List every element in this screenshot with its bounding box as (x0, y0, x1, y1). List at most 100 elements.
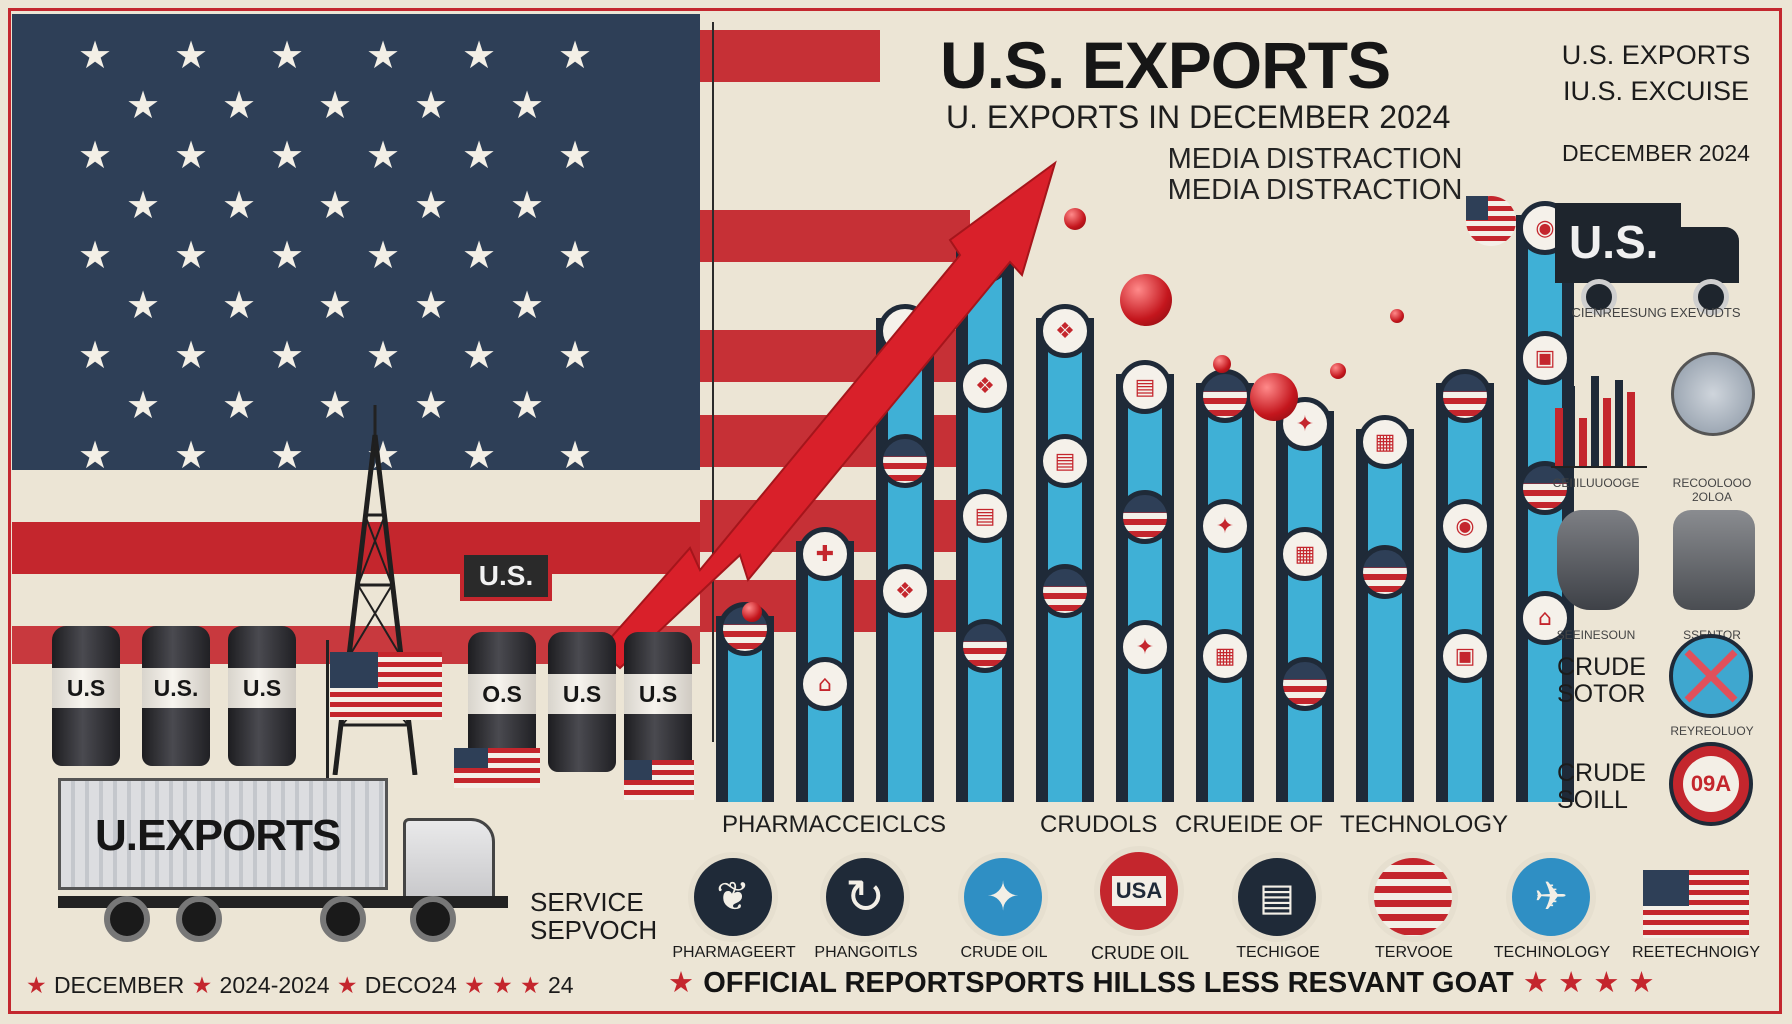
star-icon: ★ (270, 333, 305, 377)
star-icon: ★ (318, 183, 353, 227)
right-panel: U.S. EXPORTS IU.S. EXCUISE DECEMBER 2024… (1541, 30, 1771, 980)
export-truck: U.EXPORTS (58, 778, 518, 948)
export-category-icon (958, 619, 1012, 673)
right-panel-subtitle: IU.S. EXCUISE (1562, 76, 1750, 106)
star-icon: ★ (558, 233, 593, 277)
cross-icon (1669, 634, 1753, 718)
export-category-icon: ⌂ (798, 657, 852, 711)
bird-icon: ✈ (1506, 852, 1596, 942)
mini-caption: 2OLOA (1691, 490, 1733, 504)
star-icon: ★ (222, 83, 257, 127)
cargo-flags (624, 760, 694, 800)
category-label: CRUDOLS (1040, 811, 1158, 838)
refresh-icon: ↻ (820, 852, 910, 942)
bottom-label: CRUDE OIL (1090, 943, 1189, 963)
bottom-label: TERVOOE (1375, 944, 1453, 961)
star-icon: ★ (126, 383, 161, 427)
us-sign: U.S. (460, 551, 552, 601)
barrel-label: U.S (624, 674, 692, 714)
service-line-1: SERVICE (530, 887, 644, 917)
barrel-label: U.S (548, 674, 616, 714)
footer-dates: ★ DECEMBER ★ 2024-2024 ★ DECO24 ★ ★ ★ 24 (26, 972, 574, 999)
mini-caption: CEIIILUUOOGE (1552, 476, 1640, 490)
star-icon: ★ (558, 133, 593, 177)
barrel-label: U.S (52, 668, 120, 708)
export-category-icon (878, 434, 932, 488)
seal-icon (1671, 352, 1755, 436)
usa-text: USA (1111, 876, 1167, 906)
leaf-icon: ✦ (958, 852, 1048, 942)
bottom-label: TECHIGOE (1236, 944, 1320, 961)
star-icon: ★ (366, 333, 401, 377)
barrel-label: U.S (228, 668, 296, 708)
star-icon: ★ (462, 33, 497, 77)
flag-stripe (12, 522, 700, 574)
truck-container-label: U.EXPORTS (95, 811, 341, 860)
bottom-label: CRUDE OIL (960, 944, 1048, 961)
star-icon: ★ (78, 433, 113, 477)
bottom-label: REETECHNOIGY (1631, 944, 1760, 961)
flag-icon (1368, 852, 1458, 942)
star-icon: ★ (78, 233, 113, 277)
export-category-icon: ▤ (1118, 360, 1172, 414)
export-category-icon: ▤ (1038, 434, 1092, 488)
export-category-icon (1278, 657, 1332, 711)
mini-caption: REYREOLUOY (1670, 724, 1754, 738)
machine-icon (1673, 510, 1755, 610)
star-icon: ★ (270, 133, 305, 177)
export-category-icon: ❖ (958, 359, 1012, 413)
footer-date: 24 (547, 972, 574, 998)
oil-barrel: U.S (624, 632, 692, 772)
star-icon: ★ (462, 133, 497, 177)
media-line-1: MEDIA DISTRACTION (1167, 143, 1463, 175)
star-icon: ★ (78, 133, 113, 177)
star-icon: ★ (126, 283, 161, 327)
export-category-icon: ▦ (1358, 415, 1412, 469)
star-icon: ★ (222, 283, 257, 327)
export-category-icon: ⌂ (878, 304, 932, 358)
star-icon: ★ (414, 383, 449, 427)
red-ball (742, 602, 762, 622)
flag-stripe (700, 30, 880, 82)
star-icon: ★ (174, 433, 209, 477)
export-category-icon: ✚ (798, 527, 852, 581)
export-category-icon: ❖ (878, 564, 932, 618)
footer-date: 2024-2024 (219, 972, 330, 998)
barrel-label: O.S (468, 674, 536, 714)
outer-border (8, 8, 1782, 1014)
star-icon: ★ (174, 233, 209, 277)
footer-banner: ★ OFFICIAL REPORTSPORTS HILLSS LESS RESV… (668, 965, 1655, 999)
right-panel-title: U.S. EXPORTS (1561, 40, 1751, 70)
mini-bar-chart-icon (1551, 348, 1651, 468)
star-icon: ★ (174, 333, 209, 377)
star-icon: ★ (270, 33, 305, 77)
star-icon: ★ (222, 383, 257, 427)
service-line-2: SEPVOCH (530, 915, 658, 945)
export-category-icon (1198, 369, 1252, 423)
chart-bar (876, 318, 934, 802)
chart-bar (1196, 383, 1254, 802)
footer-date: DECEMBER (53, 972, 185, 998)
media-line-2: MEDIA DISTRACTION (1167, 174, 1463, 206)
export-category-icon: ▦ (1278, 527, 1332, 581)
star-icon: ★ (270, 433, 305, 477)
right-panel-caption: CIENREESUNG EXEVUDTS (1571, 305, 1741, 320)
bottom-label: PHANGOITLS (814, 944, 918, 961)
category-label: PHARMACCEICLCS (722, 811, 947, 838)
crude-soil-label: CRUDE SOILL (1557, 760, 1646, 814)
star-icon: ★ (510, 283, 545, 327)
chart-bar (1276, 411, 1334, 802)
red-ball (1120, 274, 1172, 326)
chart-bar (1356, 429, 1414, 802)
bottom-label: PHARMAGEERT (672, 944, 796, 961)
star-icon: ★ (366, 233, 401, 277)
bar-chart: ✚ ⌂ ⌂ ❖ ❖ ▤ ❖ ▤ ▤ ✦ ✦ ▦ ✦ ▦ ▦ ◉ ▣ ◉ ▣ ⌂ (712, 150, 1574, 802)
flag-icon (1643, 870, 1749, 938)
bottom-label: TECHINOLOGY (1493, 944, 1611, 961)
category-label: CRUEIDE OF (1175, 811, 1324, 838)
delivery-truck-icon: U.S. (1555, 175, 1755, 325)
export-category-icon: ▣ (1438, 629, 1492, 683)
export-category-icon (1438, 369, 1492, 423)
flag-badge-icon (1466, 196, 1516, 246)
star-icon: ★ (318, 383, 353, 427)
